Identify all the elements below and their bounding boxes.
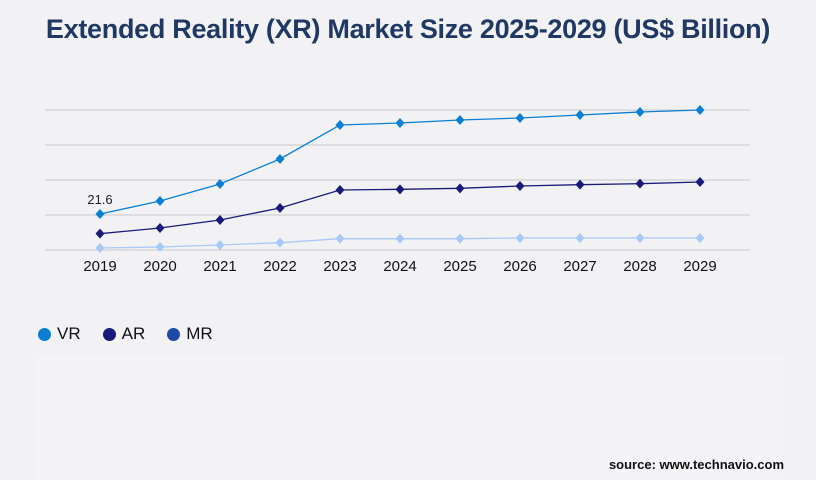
line-chart: 2019 2020 2021 2022 2023 2024 2025 2026 2027 2028… <box>45 105 750 275</box>
x-tick-label: 2029 <box>683 258 716 275</box>
data-point-mr <box>275 237 285 248</box>
data-point-mr <box>695 233 705 243</box>
legend-item-vr: VR <box>38 324 81 344</box>
data-point-mr <box>395 233 405 244</box>
data-point-ar <box>515 181 525 191</box>
data-point-ar <box>695 177 705 187</box>
x-tick-label: 2024 <box>383 258 416 275</box>
data-point-mr <box>515 233 525 243</box>
x-tick-label: 2022 <box>263 258 296 275</box>
data-point-vr <box>575 110 585 120</box>
legend-label: MR <box>186 324 213 343</box>
data-point-ar <box>335 185 345 195</box>
x-tick-label: 2020 <box>143 258 176 275</box>
data-point-ar <box>275 203 285 213</box>
legend-marker <box>102 327 116 341</box>
data-point-ar <box>155 223 165 233</box>
chart-title: Extended Reality (XR) Market Size 2025-2… <box>45 14 771 44</box>
legend-label: VR <box>57 324 81 343</box>
data-point-vr <box>95 209 105 219</box>
data-point-vr <box>155 196 165 206</box>
legend: VR AR MR <box>38 324 213 344</box>
data-point-vr <box>515 113 525 123</box>
data-point-mr <box>155 242 165 252</box>
legend-marker <box>38 327 51 341</box>
x-tick-label: 2025 <box>443 258 476 275</box>
x-tick-label: 2028 <box>623 258 656 275</box>
x-tick-label: 2019 <box>83 258 116 275</box>
x-tick-label: 2026 <box>503 258 536 275</box>
data-point-mr <box>335 233 345 244</box>
x-tick-label: 2023 <box>323 258 356 275</box>
data-point-ar <box>635 178 645 189</box>
data-point-vr <box>275 154 285 164</box>
data-point-ar <box>575 179 585 190</box>
lower-panel <box>34 356 784 480</box>
data-point-mr <box>95 243 105 253</box>
data-point-vr <box>335 120 345 130</box>
data-point-mr <box>215 240 225 250</box>
data-point-vr <box>455 115 465 125</box>
legend-item-mr: MR <box>167 324 213 344</box>
data-point-ar <box>215 215 225 225</box>
data-point-ar <box>395 184 405 195</box>
data-point-vr <box>395 118 405 128</box>
data-point-vr <box>695 105 705 115</box>
data-point-mr <box>575 233 585 243</box>
x-tick-label: 2021 <box>203 258 236 275</box>
data-point-ar <box>95 228 105 239</box>
legend-label: AR <box>121 324 146 343</box>
source-text: source: www.technavio.com <box>608 457 784 472</box>
data-label: 21.6 <box>87 192 112 207</box>
x-tick-label: 2027 <box>563 258 596 275</box>
legend-marker <box>167 327 181 341</box>
data-point-mr <box>455 233 465 244</box>
data-point-ar <box>455 183 465 194</box>
legend-item-ar: AR <box>102 324 146 344</box>
data-point-vr <box>635 107 645 117</box>
data-point-vr <box>215 179 225 189</box>
data-point-mr <box>635 233 645 243</box>
